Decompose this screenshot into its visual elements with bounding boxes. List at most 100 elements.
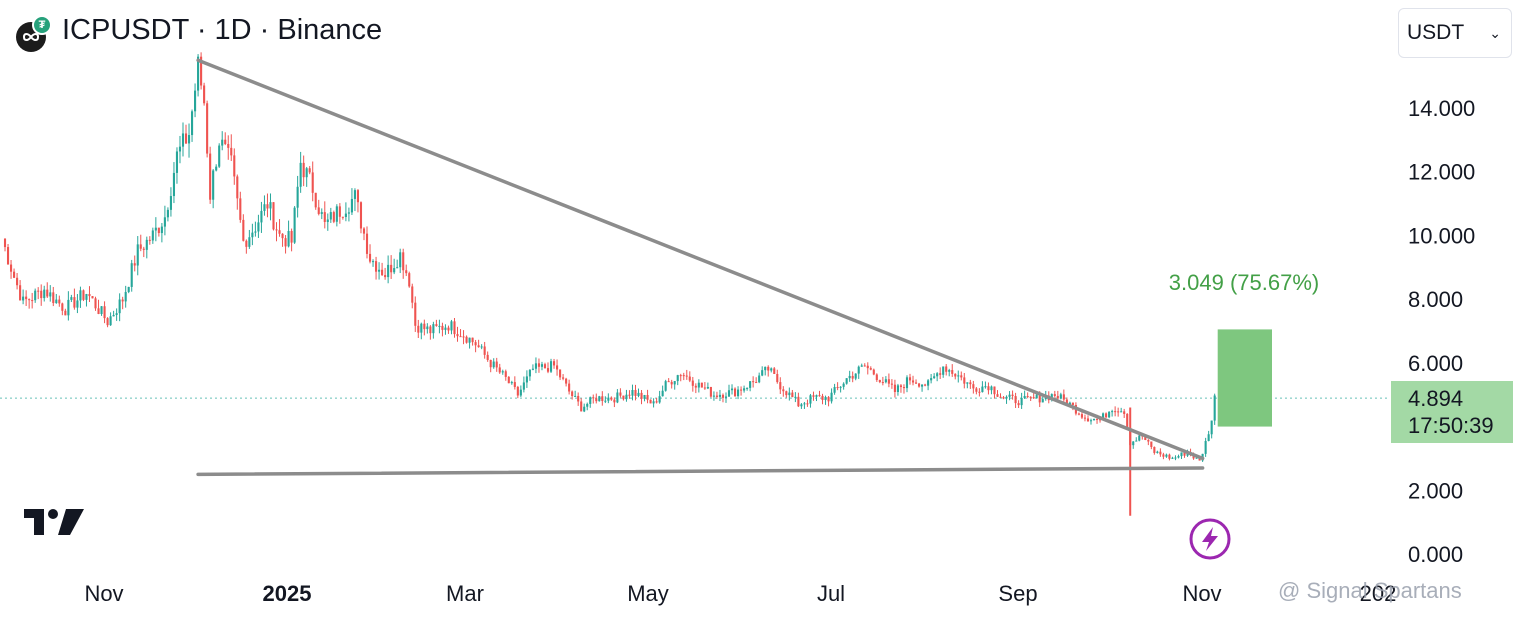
candle-body: [154, 227, 157, 231]
candle-body: [85, 294, 88, 300]
candle-body: [857, 366, 860, 374]
candle-body: [447, 327, 450, 331]
candle-body: [320, 212, 323, 214]
candle-body: [365, 233, 369, 254]
candle-body: [1195, 457, 1198, 459]
candle-body: [712, 395, 715, 397]
candle-body: [700, 382, 703, 388]
candle-body: [577, 395, 580, 402]
candle-body: [936, 373, 939, 377]
candle-body: [224, 139, 227, 144]
candle-body: [311, 172, 314, 193]
candle-body: [622, 395, 625, 400]
candle-body: [384, 275, 387, 278]
candle-body: [685, 375, 688, 377]
candle-body: [604, 400, 607, 402]
candle-body: [260, 210, 263, 223]
candle-body: [737, 389, 740, 397]
candle-body: [658, 396, 661, 403]
candle-body: [1023, 395, 1026, 398]
candle-body: [293, 207, 296, 243]
candle-body: [139, 244, 142, 249]
candle-body: [52, 292, 55, 304]
candle-body: [459, 336, 462, 338]
candle-body: [887, 379, 890, 384]
candle-body: [356, 190, 360, 203]
candle-body: [49, 292, 52, 297]
y-tick-label: 10.000: [1408, 223, 1475, 248]
candle-body: [607, 397, 610, 401]
y-tick-label: 8.000: [1408, 287, 1463, 312]
candle-body: [1011, 394, 1014, 397]
candle-body: [332, 212, 335, 222]
candle-body: [549, 361, 553, 372]
candle-body: [613, 399, 616, 403]
candle-body: [848, 375, 851, 379]
candle-body: [634, 389, 637, 396]
candle-body: [875, 374, 878, 381]
candle-body: [227, 143, 230, 148]
candle-body: [1002, 397, 1005, 399]
candle-body: [399, 252, 402, 268]
candle-body: [764, 366, 767, 371]
candle-body: [1171, 457, 1174, 459]
candle-body: [326, 219, 329, 222]
candle-body: [43, 289, 46, 299]
candle-body: [794, 396, 797, 398]
candle-body: [281, 233, 284, 239]
candle-body: [661, 390, 664, 397]
candle-body: [70, 297, 73, 300]
candle-body: [417, 325, 420, 333]
chart-title: ICPUSDT · 1D · Binance: [62, 14, 383, 46]
candle-body: [405, 270, 408, 274]
candle-body: [1035, 394, 1038, 399]
candle-body: [67, 299, 70, 316]
candle-body: [16, 277, 19, 286]
candle-body: [522, 382, 525, 390]
candle-body: [788, 392, 791, 396]
candle-body: [471, 337, 474, 343]
candle-body: [1111, 411, 1114, 413]
tether-badge-icon: ₮: [32, 15, 52, 35]
candle-body: [972, 384, 975, 389]
candle-body: [323, 212, 326, 222]
candle-body: [495, 361, 498, 368]
candle-body: [390, 264, 393, 273]
candle-body: [1098, 419, 1102, 421]
x-tick-label: Sep: [998, 581, 1037, 606]
candle-body: [568, 383, 571, 392]
candle-body: [480, 346, 483, 348]
candle-body: [109, 316, 112, 326]
candle-body: [1150, 441, 1153, 447]
candle-body: [727, 390, 731, 397]
current-price-label: 4.894 17:50:39: [1391, 381, 1513, 443]
candle-body: [1017, 403, 1020, 406]
candle-body: [290, 230, 293, 243]
candle-body: [1135, 440, 1138, 442]
candles: [3, 52, 1216, 516]
candle-body: [583, 406, 586, 412]
candle-body: [284, 238, 287, 247]
candle-body: [172, 172, 176, 197]
candle-body: [746, 387, 749, 389]
candle-body: [718, 394, 722, 397]
candle-body: [329, 212, 332, 220]
candle-body: [169, 196, 172, 210]
candle-body: [215, 166, 218, 171]
candle-body: [317, 207, 320, 214]
candle-body: [429, 326, 432, 334]
candle-body: [6, 247, 10, 265]
candle-body: [133, 263, 136, 266]
currency-select[interactable]: USDT ⌄: [1398, 8, 1512, 58]
candle-body: [441, 325, 444, 330]
candle-body: [640, 392, 643, 399]
candle-body: [513, 382, 516, 387]
candle-body: [924, 384, 927, 386]
candle-body: [91, 296, 94, 299]
lightning-event-icon[interactable]: [1189, 518, 1231, 565]
candle-body: [492, 361, 495, 368]
candle-body: [860, 365, 863, 367]
candle-body: [187, 135, 191, 144]
candle-body: [993, 386, 996, 395]
